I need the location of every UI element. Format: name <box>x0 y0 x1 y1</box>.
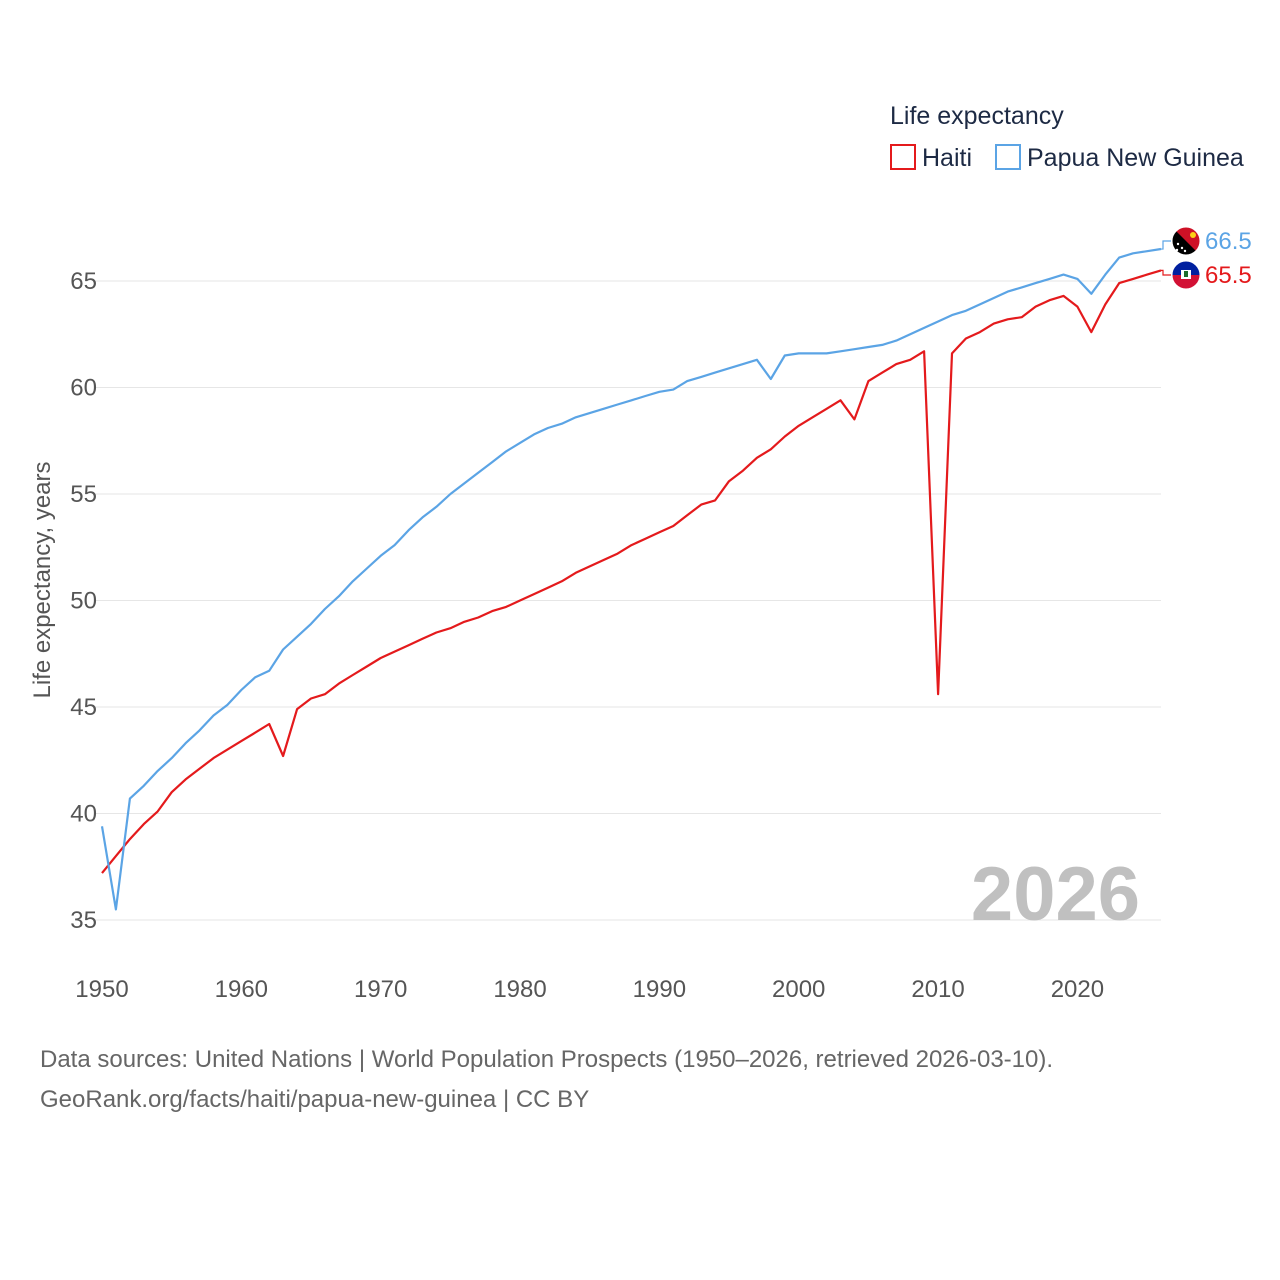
series-line-haiti <box>101 269 1162 874</box>
legend-swatch-haiti <box>890 144 916 170</box>
y-axis-label: Life expectancy, years <box>29 461 56 698</box>
source-line-2: GeoRank.org/facts/haiti/papua-new-guinea… <box>40 1086 590 1113</box>
y-tick-labels: 35 40 45 50 55 60 65 <box>70 268 97 934</box>
source-note: Data sources: United Nations | World Pop… <box>40 1040 1240 1120</box>
legend-item-papua-new-guinea[interactable]: Papua New Guinea <box>995 144 1244 172</box>
x-tick-label-1960: 1960 <box>215 976 268 1003</box>
y-tick-label-55: 55 <box>70 481 97 508</box>
legend-label-papua-new-guinea: Papua New Guinea <box>1027 144 1244 172</box>
x-tick-label-2020: 2020 <box>1051 976 1104 1003</box>
y-tick-label-60: 60 <box>70 375 97 402</box>
y-tick-label-40: 40 <box>70 801 97 828</box>
x-tick-label-1990: 1990 <box>633 976 686 1003</box>
legend-swatch-papua-new-guinea <box>995 144 1021 170</box>
x-tick-label-1980: 1980 <box>493 976 546 1003</box>
legend-item-haiti[interactable]: Haiti <box>890 144 972 172</box>
source-line-1: Data sources: United Nations | World Pop… <box>40 1046 1054 1073</box>
year-label: 2026 <box>971 852 1140 937</box>
end-label-papua-new-guinea: 66.5 <box>1205 228 1252 255</box>
x-tick-label-2000: 2000 <box>772 976 825 1003</box>
y-tick-label-65: 65 <box>70 268 97 295</box>
series-line-papua-new-guinea <box>100 247 1162 911</box>
y-tick-label-35: 35 <box>70 907 97 934</box>
papua-new-guinea-flag-icon <box>1171 226 1201 256</box>
legend: Life expectancy Haiti Papua New Guinea <box>890 102 1244 172</box>
x-tick-label-1970: 1970 <box>354 976 407 1003</box>
series-connector-papua-new-guinea <box>1161 240 1171 250</box>
x-tick-label-1950: 1950 <box>75 976 128 1003</box>
grid-lines <box>95 280 1161 921</box>
x-tick-label-2010: 2010 <box>911 976 964 1003</box>
legend-title: Life expectancy <box>890 102 1064 130</box>
haiti-flag-icon <box>1171 260 1201 290</box>
line-chart: 35 40 45 50 55 60 65 1950 1960 1970 1980 1990 2000 2… <box>29 102 1252 1003</box>
x-tick-labels: 1950 1960 1970 1980 1990 2000 2010 2020 <box>75 976 1104 1003</box>
legend-label-haiti: Haiti <box>922 144 972 172</box>
y-tick-label-45: 45 <box>70 694 97 721</box>
series-lines <box>100 240 1171 911</box>
y-tick-label-50: 50 <box>70 588 97 615</box>
series-connector-haiti <box>1161 269 1171 276</box>
end-label-haiti: 65.5 <box>1205 262 1252 289</box>
